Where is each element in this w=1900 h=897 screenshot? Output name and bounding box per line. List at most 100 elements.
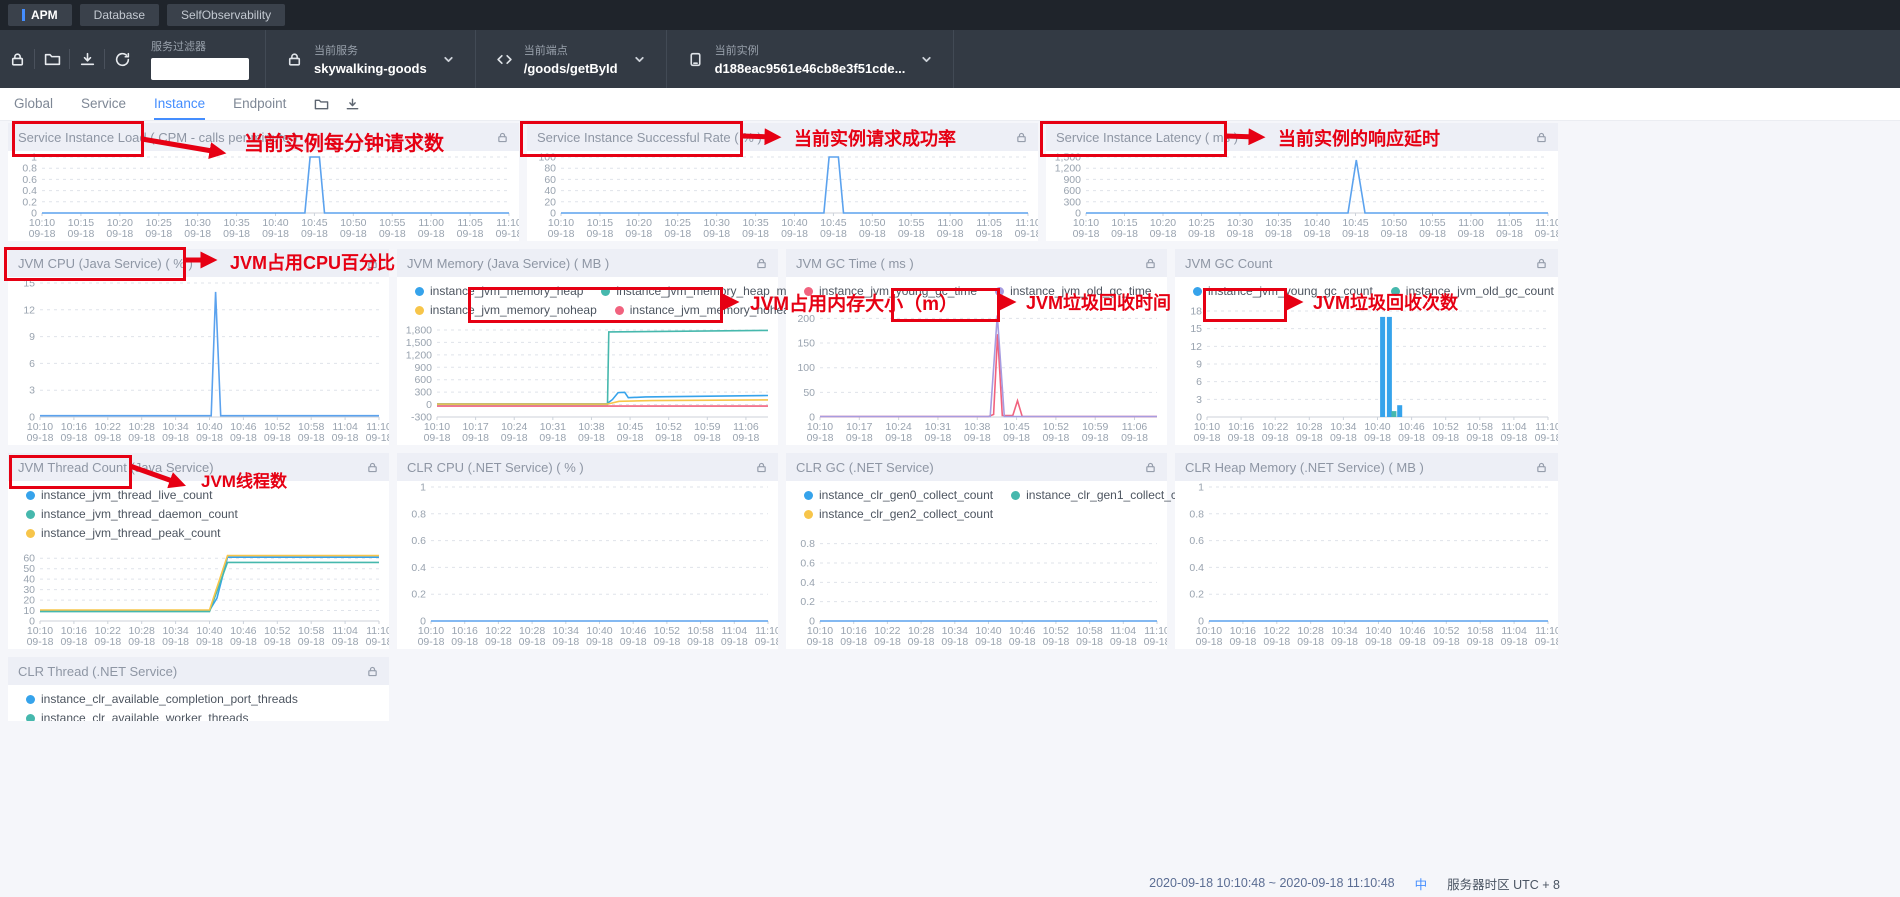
chart-canvas[interactable]: 10080604020010:1009-1810:1509-1810:2009-… bbox=[527, 151, 1041, 241]
legend-item[interactable]: instance_clr_gen0_collect_count bbox=[804, 488, 993, 502]
jvm-memory-chart[interactable]: 1,800 1,500 1,200 900 600 300 0 -300 10:10 09-18 1… bbox=[397, 324, 778, 450]
language-toggle[interactable]: 中 bbox=[1414, 877, 1428, 892]
jvm-cpu-chart[interactable]: 15 12 9 6 3 0 10:10 09-18 10:16 09-18 10:22 09-18 10… bbox=[8, 277, 392, 450]
legend-item[interactable]: instance_clr_available_completion_port_t… bbox=[26, 692, 298, 706]
current-service-selector[interactable]: 当前服务 skywalking-goods bbox=[266, 42, 475, 76]
svg-text:09-18: 09-18 bbox=[941, 636, 968, 648]
service-instance-successful-rate-chart[interactable]: 100 80 60 40 20 0 10:10 09-18 10:15 09-18 10:20 09-… bbox=[527, 151, 1041, 246]
svg-text:900: 900 bbox=[414, 362, 432, 374]
legend-item[interactable]: instance_clr_gen2_collect_count bbox=[804, 507, 993, 521]
template-folder-button[interactable] bbox=[35, 51, 69, 68]
lock-icon[interactable] bbox=[1144, 257, 1157, 270]
lock-icon[interactable] bbox=[1535, 257, 1548, 270]
lock-icon[interactable] bbox=[755, 257, 768, 270]
tab-endpoint[interactable]: Endpoint bbox=[233, 96, 287, 111]
export-button[interactable] bbox=[70, 51, 104, 68]
legend-item[interactable]: instance_jvm_thread_daemon_count bbox=[26, 507, 238, 521]
svg-text:09-18: 09-18 bbox=[976, 228, 1003, 240]
svg-text:1,500: 1,500 bbox=[406, 337, 432, 349]
chart-canvas[interactable]: 10.80.60.40.2010:1009-1810:1609-1810:220… bbox=[397, 481, 781, 649]
svg-text:10:10: 10:10 bbox=[1196, 625, 1222, 637]
download-icon[interactable] bbox=[345, 97, 360, 112]
chart-canvas[interactable]: 1,5001,200900600300010:1009-1810:1509-18… bbox=[1046, 151, 1562, 241]
legend-item[interactable]: instance_jvm_thread_live_count bbox=[26, 488, 212, 502]
lock-icon[interactable] bbox=[1535, 461, 1548, 474]
chart-canvas[interactable]: 605040302010010:1009-1810:1609-1810:2209… bbox=[8, 547, 392, 649]
svg-text:600: 600 bbox=[1063, 185, 1081, 197]
svg-text:10:58: 10:58 bbox=[298, 421, 324, 433]
legend-item[interactable]: instance_clr_gen1_collect_count bbox=[1011, 488, 1200, 502]
svg-text:09-18: 09-18 bbox=[298, 636, 325, 648]
service-instance-load-chart[interactable]: 1 0.8 0.6 0.4 0.2 0 10:10 09-18 10:15 09-18 10:20 0… bbox=[8, 151, 522, 246]
svg-text:10:46: 10:46 bbox=[1399, 625, 1425, 637]
clr-heap-memory-chart[interactable]: 1 0.8 0.6 0.4 0.2 0 10:10 09-18 10:16 09-18 10:22 0… bbox=[1175, 481, 1561, 654]
tab-service[interactable]: Service bbox=[81, 96, 127, 111]
chart-canvas[interactable]: 10.80.60.40.2010:1009-1810:1609-1810:220… bbox=[1175, 481, 1561, 649]
svg-text:10:20: 10:20 bbox=[626, 217, 652, 229]
panel-title: CLR Heap Memory (.NET Service) ( MB ) bbox=[1185, 459, 1424, 475]
legend-item[interactable]: instance_jvm_old_gc_time bbox=[995, 284, 1152, 298]
lock-icon[interactable] bbox=[366, 257, 379, 270]
nav-tab-selfobservability[interactable]: SelfObservability bbox=[167, 4, 286, 26]
svg-text:09-18: 09-18 bbox=[230, 432, 257, 444]
dashboard-tab-row: Global Service Instance Endpoint bbox=[0, 88, 1900, 121]
svg-text:15: 15 bbox=[1190, 323, 1202, 335]
time-range-picker[interactable]: 2020-09-18 10:10:48 ~ 2020-09-18 11:10:4… bbox=[1149, 876, 1395, 890]
lock-edit-button[interactable] bbox=[0, 51, 34, 68]
chevron-down-icon bbox=[633, 53, 646, 66]
folder-icon[interactable] bbox=[314, 97, 329, 112]
lock-icon[interactable] bbox=[1144, 461, 1157, 474]
lock-icon[interactable] bbox=[366, 665, 379, 678]
legend-dot bbox=[26, 490, 35, 500]
svg-text:09-18: 09-18 bbox=[1342, 228, 1369, 240]
clr-gc-chart[interactable]: 0.8 0.6 0.4 0.2 0 10:10 09-18 10:16 09-18 10:22 09… bbox=[786, 528, 1170, 654]
svg-text:10:16: 10:16 bbox=[61, 421, 87, 433]
chart-canvas[interactable]: 1512963010:1009-1810:1609-1810:2209-1810… bbox=[8, 277, 392, 445]
svg-text:10:50: 10:50 bbox=[340, 217, 366, 229]
clr-cpu-chart[interactable]: 1 0.8 0.6 0.4 0.2 0 10:10 09-18 10:16 09-18 10:22 0… bbox=[397, 481, 781, 654]
jvm-gc-time-chart[interactable]: 200 150 100 50 0 10:10 09-18 10:17 09-18 10:24 09-… bbox=[786, 305, 1167, 450]
nav-tab-database[interactable]: Database bbox=[79, 4, 160, 26]
lock-icon[interactable] bbox=[1015, 131, 1028, 144]
legend-item[interactable]: instance_clr_available_worker_threads bbox=[26, 711, 248, 721]
chart-canvas[interactable]: 10.80.60.40.2010:1009-1810:1509-1810:200… bbox=[8, 151, 522, 241]
chart-canvas[interactable]: 20015010050010:1009-1810:1709-1810:2409-… bbox=[786, 305, 1167, 445]
legend-item[interactable]: instance_jvm_young_gc_count bbox=[1193, 284, 1373, 298]
nav-tab-apm[interactable]: APM bbox=[8, 4, 72, 26]
legend-item[interactable]: instance_jvm_young_gc_time bbox=[804, 284, 977, 298]
svg-text:09-18: 09-18 bbox=[1227, 228, 1254, 240]
jvm-gc-count-chart[interactable]: 18 15 12 9 6 3 0 10:10 09-18 10:16 09-18 10:22 09-18… bbox=[1175, 305, 1561, 450]
svg-text:0: 0 bbox=[809, 412, 815, 424]
legend-item[interactable]: instance_jvm_thread_peak_count bbox=[26, 526, 220, 540]
legend-item[interactable]: instance_jvm_memory_heap_max bbox=[601, 284, 799, 298]
svg-text:10:34: 10:34 bbox=[162, 625, 188, 637]
lock-icon[interactable] bbox=[1535, 131, 1548, 144]
legend-item[interactable]: instance_jvm_memory_heap bbox=[415, 284, 583, 298]
svg-text:10:16: 10:16 bbox=[1230, 625, 1256, 637]
lock-icon[interactable] bbox=[496, 131, 509, 144]
svg-text:09-18: 09-18 bbox=[501, 432, 528, 444]
service-instance-latency-chart[interactable]: 1,500 1,200 900 600 300 0 10:10 09-18 10:15 09-18… bbox=[1046, 151, 1562, 246]
current-endpoint-selector[interactable]: 当前端点 /goods/getById bbox=[476, 42, 666, 76]
lock-icon[interactable] bbox=[755, 461, 768, 474]
tab-global[interactable]: Global bbox=[14, 96, 54, 111]
chart-canvas[interactable]: 1,8001,5001,2009006003000-30010:1009-181… bbox=[397, 324, 778, 445]
svg-text:10:40: 10:40 bbox=[1364, 421, 1390, 433]
legend-label: instance_jvm_thread_live_count bbox=[41, 488, 213, 502]
legend-item[interactable]: instance_jvm_old_gc_count bbox=[1390, 284, 1554, 298]
svg-text:09-18: 09-18 bbox=[418, 636, 445, 648]
svg-text:1,200: 1,200 bbox=[1055, 163, 1081, 175]
legend-item[interactable]: instance_jvm_memory_noheap bbox=[415, 303, 597, 317]
current-instance-selector[interactable]: 当前实例 d188eac9561e46cb8e3f51cde... bbox=[667, 42, 954, 76]
svg-text:10:30: 10:30 bbox=[1227, 217, 1253, 229]
jvm-thread-count-chart[interactable]: 60 50 40 30 20 10 0 10:10 09-18 10:16 09-18 10:22 09… bbox=[8, 547, 392, 654]
chart-canvas[interactable]: 181512963010:1009-1810:1609-1810:2209-18… bbox=[1175, 305, 1561, 445]
tab-instance[interactable]: Instance bbox=[154, 88, 206, 120]
svg-text:10:22: 10:22 bbox=[1264, 625, 1290, 637]
service-filter-input[interactable] bbox=[151, 58, 249, 80]
lock-icon[interactable] bbox=[366, 461, 379, 474]
refresh-button[interactable] bbox=[105, 51, 139, 68]
svg-text:09-18: 09-18 bbox=[655, 432, 682, 444]
chart-canvas[interactable]: 0.80.60.40.2010:1009-1810:1609-1810:2209… bbox=[786, 528, 1170, 649]
svg-text:10:31: 10:31 bbox=[540, 421, 566, 433]
